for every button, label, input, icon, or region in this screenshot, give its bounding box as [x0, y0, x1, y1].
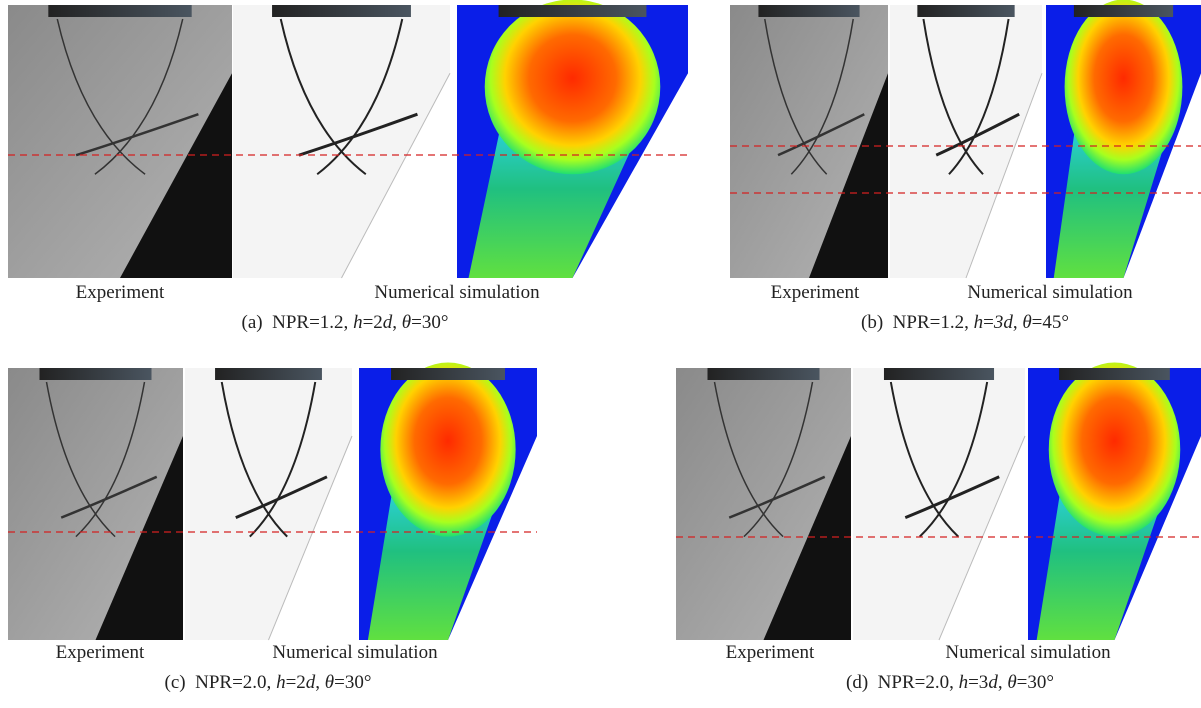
nozzle: [708, 368, 820, 380]
panel: Experiment Numerical simulation (a) NPR=1.…: [8, 0, 688, 333]
nozzle: [48, 5, 191, 17]
caption-part: ,: [392, 312, 402, 333]
caption-part: h: [959, 672, 969, 693]
nozzle: [40, 368, 152, 380]
nozzle: [758, 5, 859, 17]
caption-part: h: [353, 312, 363, 333]
nozzle: [215, 368, 322, 380]
simulation-label: Numerical simulation: [272, 642, 438, 663]
caption-part: d: [383, 312, 393, 333]
caption-part: (c) NPR=2.0,: [165, 672, 277, 693]
caption-part: (d) NPR=2.0,: [846, 672, 959, 693]
caption-part: d: [988, 672, 998, 693]
caption-part: d: [306, 672, 316, 693]
plume: [485, 0, 661, 174]
nozzle: [272, 5, 411, 17]
simulation-label: Numerical simulation: [967, 282, 1133, 303]
caption: (a) NPR=1.2, h=2d, θ=30°: [242, 312, 449, 333]
plume: [380, 363, 515, 537]
caption-part: =30°: [411, 312, 448, 333]
caption-part: ,: [315, 672, 325, 693]
nozzle: [1074, 5, 1173, 17]
nozzle: [1059, 368, 1170, 380]
figure: Experiment Numerical simulation (a) NPR=1.…: [0, 0, 1201, 708]
caption-part: θ: [325, 672, 334, 693]
plume: [1049, 363, 1180, 537]
nozzle: [884, 368, 994, 380]
nozzle: [391, 368, 505, 380]
experiment-label: Experiment: [726, 642, 815, 663]
caption-part: h: [276, 672, 286, 693]
nozzle: [917, 5, 1014, 17]
experiment-label: Experiment: [76, 282, 165, 303]
caption-part: ,: [1013, 312, 1023, 333]
caption-part: h: [974, 312, 984, 333]
caption-part: =30°: [1017, 672, 1054, 693]
caption-part: 3d: [993, 312, 1014, 333]
simulation-label: Numerical simulation: [374, 282, 540, 303]
caption-part: =2: [286, 672, 306, 693]
caption-part: =45°: [1032, 312, 1069, 333]
caption-part: (a) NPR=1.2,: [242, 312, 354, 333]
panel: Experiment Numerical simulation (d) NPR=2.…: [676, 363, 1201, 693]
caption: (d) NPR=2.0, h=3d, θ=30°: [846, 672, 1054, 693]
plume: [1065, 0, 1183, 174]
caption: (c) NPR=2.0, h=2d, θ=30°: [165, 672, 372, 693]
caption-part: ,: [998, 672, 1008, 693]
panel: Experiment Numerical simulation (b) NPR=1.…: [730, 0, 1201, 333]
caption-part: =30°: [334, 672, 371, 693]
caption: (b) NPR=1.2, h=3d, θ=45°: [861, 312, 1069, 333]
caption-part: θ: [1022, 312, 1031, 333]
experiment-label: Experiment: [56, 642, 145, 663]
caption-part: =2: [363, 312, 383, 333]
caption-part: =: [983, 312, 994, 333]
caption-part: θ: [402, 312, 411, 333]
caption-part: θ: [1007, 672, 1016, 693]
panel: Experiment Numerical simulation (c) NPR=2.…: [8, 363, 537, 693]
nozzle: [499, 5, 647, 17]
simulation-label: Numerical simulation: [945, 642, 1111, 663]
caption-part: (b) NPR=1.2,: [861, 312, 974, 333]
caption-part: =3: [968, 672, 988, 693]
experiment-label: Experiment: [771, 282, 860, 303]
